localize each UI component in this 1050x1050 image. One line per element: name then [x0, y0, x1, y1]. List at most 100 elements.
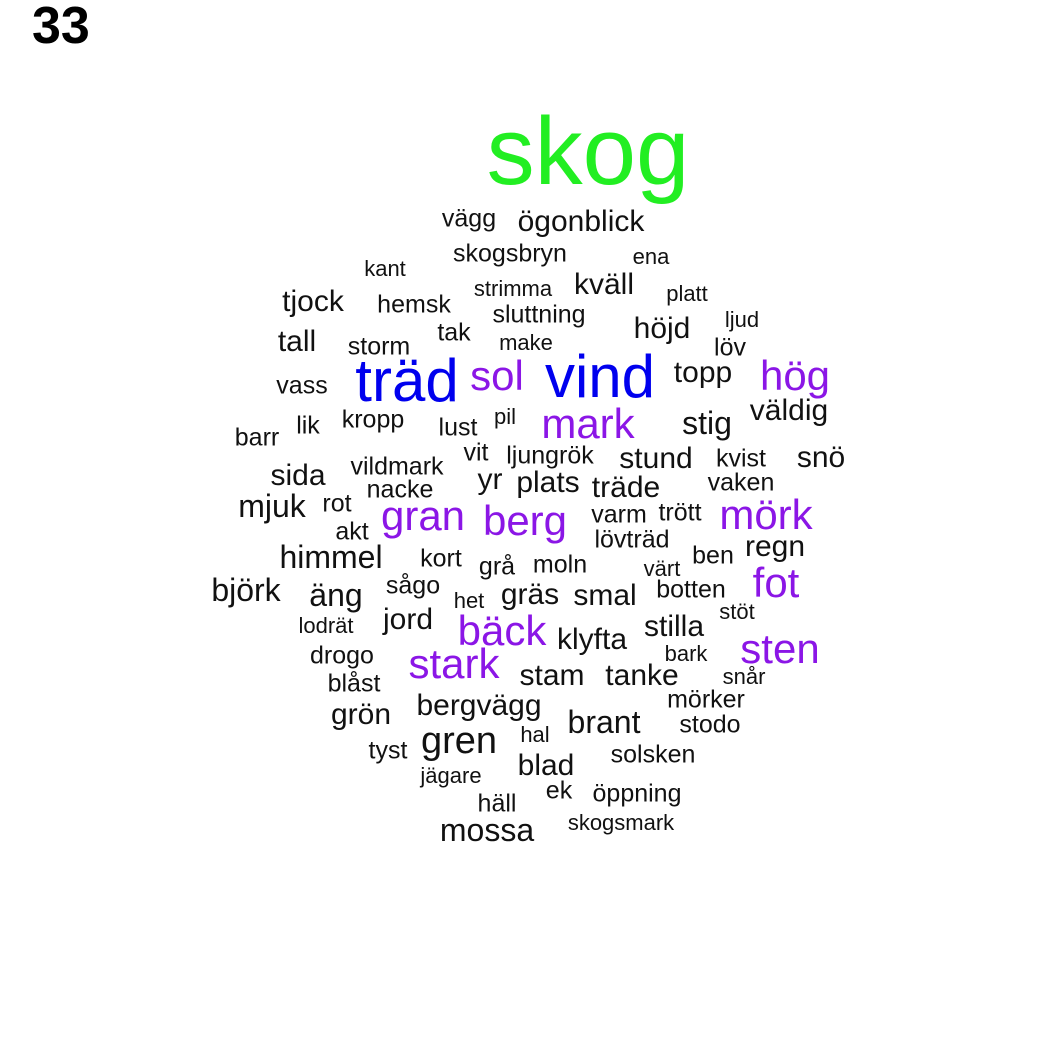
word-hög: hög [759, 352, 831, 399]
word-make: make [499, 330, 553, 355]
word-ögonblick: ögonblick [517, 205, 645, 238]
word-bark: bark [664, 641, 708, 666]
word-fot: fot [752, 559, 800, 606]
word-bergvägg: bergvägg [416, 689, 542, 722]
word-ljungrök: ljungrök [506, 441, 594, 470]
word-plats: plats [516, 466, 580, 499]
word-topp: topp [673, 356, 733, 389]
word-vass: vass [276, 371, 328, 400]
word-vit: vit [463, 438, 489, 467]
word-snår: snår [722, 664, 766, 689]
word-äng: äng [309, 577, 363, 613]
word-brant: brant [567, 704, 641, 740]
word-tak: tak [437, 318, 471, 347]
word-regn: regn [744, 530, 806, 563]
word-pil: pil [493, 404, 517, 429]
word-blad: blad [517, 749, 575, 782]
word-mark: mark [541, 400, 635, 447]
word-skog: skog [486, 98, 690, 205]
word-solsken: solsken [610, 740, 696, 769]
word-mossa: mossa [439, 812, 535, 848]
word-värt: värt [643, 556, 681, 581]
word-sten: sten [740, 625, 820, 672]
word-jord: jord [382, 603, 434, 636]
word-skogsbryn: skogsbryn [453, 239, 567, 268]
word-kvist: kvist [716, 444, 766, 473]
word-hemsk: hemsk [377, 290, 451, 319]
word-klyfta: klyfta [556, 623, 628, 656]
word-platt: platt [666, 281, 708, 306]
word-tjock: tjock [282, 285, 344, 318]
word-akt: akt [335, 517, 369, 546]
word-stilla: stilla [643, 610, 705, 643]
word-himmel: himmel [279, 539, 383, 575]
word-vind: vind [544, 343, 656, 410]
word-sluttning: sluttning [492, 300, 586, 329]
word-smal: smal [573, 579, 637, 612]
word-tanke: tanke [605, 659, 679, 692]
word-rot: rot [322, 489, 352, 518]
word-yr: yr [477, 463, 503, 496]
word-ljud: ljud [724, 307, 760, 332]
word-stöt: stöt [719, 599, 755, 624]
word-kort: kort [420, 544, 462, 573]
word-sol: sol [470, 352, 524, 399]
word-vildmark: vildmark [350, 452, 444, 481]
word-sågo: sågo [385, 571, 441, 600]
word-kropp: kropp [341, 405, 405, 434]
word-ena: ena [632, 244, 670, 269]
word-björk: björk [211, 572, 281, 608]
word-träd: träd [355, 347, 459, 414]
word-tall: tall [277, 325, 317, 358]
word-mörk: mörk [719, 491, 813, 538]
word-stund: stund [619, 442, 693, 475]
word-vaken: vaken [707, 468, 775, 497]
word-varm: varm [591, 500, 647, 529]
word-gran: gran [380, 492, 466, 539]
word-strimma: strimma [473, 276, 553, 301]
word-sida: sida [270, 459, 326, 492]
word-häll: häll [477, 789, 517, 818]
word-lik: lik [296, 411, 320, 440]
word-hal: hal [520, 722, 550, 747]
word-stig: stig [682, 405, 732, 441]
word-lodrät: lodrät [298, 613, 354, 638]
word-tyst: tyst [368, 736, 408, 765]
word-stark: stark [408, 640, 500, 687]
word-träde: träde [591, 471, 661, 504]
word-gräs: gräs [500, 578, 560, 611]
word-bäck: bäck [457, 607, 547, 654]
word-drogo: drogo [310, 641, 374, 670]
word-stodo: stodo [679, 710, 741, 739]
word-snö: snö [796, 441, 846, 474]
word-lust: lust [438, 413, 478, 442]
word-vägg: vägg [441, 204, 497, 233]
word-mjuk: mjuk [238, 488, 306, 524]
word-mörker: mörker [667, 685, 745, 714]
word-moln: moln [532, 550, 588, 579]
word-väldig: väldig [749, 394, 829, 427]
word-storm: storm [347, 332, 411, 361]
word-trött: trött [658, 498, 702, 527]
word-berg: berg [482, 497, 568, 544]
word-höjd: höjd [633, 312, 691, 345]
word-het: het [453, 588, 485, 613]
word-jägare: jägare [420, 763, 482, 788]
word-ben: ben [692, 541, 734, 570]
word-grön: grön [330, 698, 392, 731]
word-barr: barr [234, 423, 280, 452]
word-öppning: öppning [592, 779, 682, 808]
word-stam: stam [519, 659, 585, 692]
word-skogsmark: skogsmark [567, 810, 675, 835]
word-ek: ek [545, 776, 573, 805]
word-gren: gren [420, 720, 498, 762]
panel-number: 33 [32, 0, 90, 55]
word-botten: botten [656, 575, 726, 604]
word-löv: löv [714, 333, 746, 362]
word-kant: kant [364, 256, 406, 281]
word-nacke: nacke [366, 475, 434, 504]
word-kväll: kväll [573, 268, 635, 301]
word-lövträd: lövträd [594, 525, 670, 554]
word-grå: grå [478, 552, 516, 581]
